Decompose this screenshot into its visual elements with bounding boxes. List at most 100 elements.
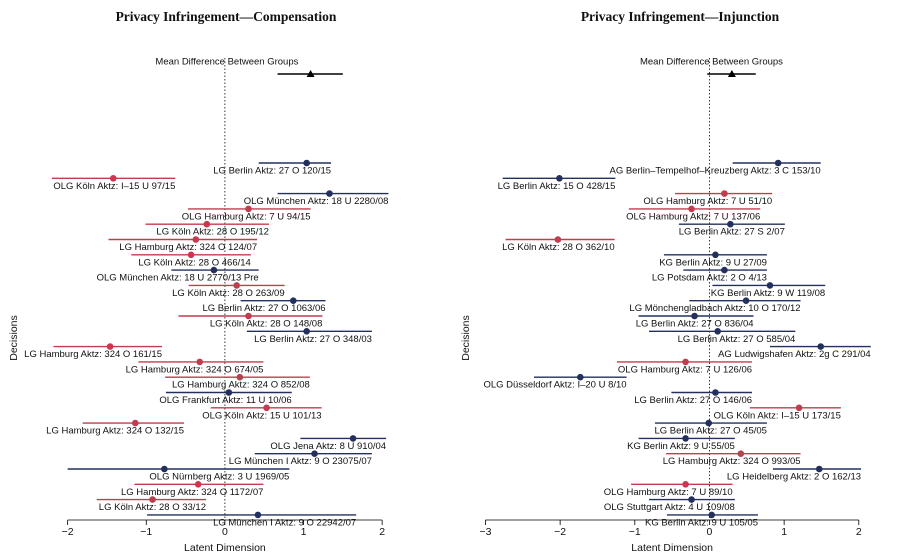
decision-label: KG Berlin Aktz: 9 U 105/05 <box>645 517 758 528</box>
mean-difference-point <box>727 70 736 77</box>
decision-label: LG Hamburg Aktz: 324 O 124/07 <box>119 242 257 253</box>
estimate-point <box>311 450 318 458</box>
x-tick-label: −1 <box>140 526 152 538</box>
x-tick-label: −2 <box>62 526 74 538</box>
estimate-point <box>326 190 333 197</box>
decision-label: OLG Stuttgart Aktz: 4 U 109/08 <box>604 502 735 513</box>
chart-title: Privacy Infringement—Compensation <box>116 9 337 24</box>
x-tick-label: 2 <box>379 526 385 538</box>
estimate-point <box>766 282 774 289</box>
estimate-point <box>245 205 252 213</box>
x-axis-title: Latent Dimension <box>631 542 713 554</box>
estimate-point <box>737 450 745 458</box>
estimate-point <box>795 404 803 412</box>
mean-difference-label: Mean Difference Between Groups <box>640 57 783 68</box>
chart-title: Privacy Infringement—Injunction <box>581 9 780 24</box>
decision-label: LG Berlin Aktz: 27 O 1063/06 <box>202 303 325 314</box>
decision-label: OLG Hamburg Aktz: 7 U 94/15 <box>182 211 311 222</box>
x-tick-label: 1 <box>781 526 787 538</box>
decision-label: OLG Köln Aktz: I–15 U 173/15 <box>714 410 841 421</box>
decision-label: LG Hamburg Aktz: 324 O 852/08 <box>172 380 310 391</box>
decision-label: LG Köln Aktz: 28 O 263/09 <box>172 288 285 299</box>
decision-label: LG München I Aktz: 9 O 22942/07 <box>213 517 356 528</box>
decision-label: KG Berlin Aktz: 9 U 55/05 <box>627 441 735 452</box>
estimate-point <box>194 481 202 488</box>
x-tick-label: −2 <box>554 526 566 538</box>
estimate-point <box>721 190 728 197</box>
estimate-point <box>303 328 310 335</box>
x-axis-title: Latent Dimension <box>184 542 266 554</box>
decision-label: OLG Köln Aktz: I–15 U 97/15 <box>53 181 175 192</box>
decision-label: LG Berlin Aktz: 27 S 2/07 <box>679 227 785 238</box>
estimate-point <box>712 389 719 396</box>
decision-label: LG Potsdam Aktz: 2 O 4/13 <box>652 273 767 284</box>
decision-label: OLG Jena Aktz: 8 U 910/04 <box>270 441 386 452</box>
estimate-point <box>236 373 244 381</box>
x-tick-label: 1 <box>301 526 307 538</box>
mean-difference-point <box>306 70 315 77</box>
estimate-point <box>187 251 195 259</box>
x-tick-label: 0 <box>707 526 713 538</box>
decision-label: OLG Hamburg Aktz: 7 U 126/06 <box>618 364 752 375</box>
estimate-point <box>131 419 139 427</box>
estimate-point <box>233 282 240 289</box>
estimate-point <box>705 419 713 427</box>
estimate-point <box>254 511 262 519</box>
estimate-point <box>196 358 204 366</box>
decision-label: LG Berlin Aktz: 27 O 45/05 <box>654 426 766 437</box>
decision-label: LG Berlin Aktz: 27 O 120/15 <box>213 166 331 177</box>
estimate-point <box>721 266 728 274</box>
estimate-point <box>714 328 721 335</box>
decision-label: AG Ludwigshafen Aktz: 2g C 291/04 <box>718 349 871 360</box>
x-tick-label: −3 <box>479 526 491 538</box>
decision-label: OLG Frankfurt Aktz: 11 U 10/06 <box>159 395 291 406</box>
mean-difference-label: Mean Difference Between Groups <box>155 57 298 68</box>
estimate-point <box>349 435 357 442</box>
decision-label: OLG Hamburg Aktz: 7 U 137/06 <box>626 211 760 222</box>
estimate-point <box>774 159 782 167</box>
estimate-point <box>225 389 233 396</box>
estimate-point <box>263 404 270 412</box>
estimate-point <box>149 496 156 503</box>
decision-label: LG Hamburg Aktz: 324 O 1172/07 <box>121 487 263 498</box>
decision-label: LG Köln Aktz: 28 O 33/12 <box>99 502 206 513</box>
decision-label: KG Berlin Aktz: 9 U 27/09 <box>659 257 767 268</box>
estimate-point <box>210 266 218 274</box>
decision-label: LG Köln Aktz: 28 O 195/12 <box>156 227 269 238</box>
decision-label: OLG Nürnberg Aktz: 3 U 1969/05 <box>149 472 289 483</box>
estimate-point <box>245 312 252 320</box>
estimate-point <box>576 373 584 381</box>
estimate-point <box>682 435 689 442</box>
estimate-point <box>682 481 689 488</box>
estimate-point <box>289 297 297 305</box>
decision-label: LG Köln Aktz: 28 O 148/08 <box>210 319 323 330</box>
decision-label: OLG Düsseldorf Aktz: I–20 U 8/10 <box>483 380 626 391</box>
estimate-point <box>817 343 825 350</box>
estimate-point <box>688 496 695 503</box>
decision-label: OLG Hamburg Aktz: 7 U 89/10 <box>604 487 733 498</box>
estimate-point <box>203 220 211 228</box>
estimate-point <box>192 236 200 243</box>
estimate-point <box>727 220 734 228</box>
decision-label: OLG München Aktz: 18 U 2280/08 <box>244 196 389 207</box>
estimate-point <box>688 205 695 213</box>
decision-label: LG Hamburg Aktz: 324 O 674/05 <box>126 364 264 375</box>
estimate-point <box>691 312 698 320</box>
decision-label: LG Köln Aktz: 28 O 466/14 <box>138 257 251 268</box>
estimate-point <box>712 251 719 259</box>
decision-label: LG Berlin Aktz: 27 O 348/03 <box>254 334 372 345</box>
decision-label: LG Mönchengladbach Aktz: 10 O 170/12 <box>629 303 800 314</box>
estimate-point <box>815 465 823 473</box>
decision-label: LG Berlin Aktz: 27 O 146/06 <box>634 395 752 406</box>
decision-label: KG Berlin Aktz: 9 W 119/08 <box>711 288 825 299</box>
decision-label: LG Berlin Aktz: 15 O 428/15 <box>498 181 616 192</box>
y-axis-title: Decisions <box>8 315 20 361</box>
decision-label: OLG Hamburg Aktz: 7 U 51/10 <box>643 196 772 207</box>
decision-label: LG Berlin Aktz: 27 O 836/04 <box>636 319 754 330</box>
decision-label: OLG Köln Aktz: 15 U 101/13 <box>202 410 321 421</box>
decision-label: LG München I Aktz: 9 O 23075/07 <box>229 456 372 467</box>
x-tick-label: −1 <box>629 526 641 538</box>
estimate-point <box>708 511 716 519</box>
decision-label: LG Berlin Aktz: 27 O 585/04 <box>678 334 796 345</box>
